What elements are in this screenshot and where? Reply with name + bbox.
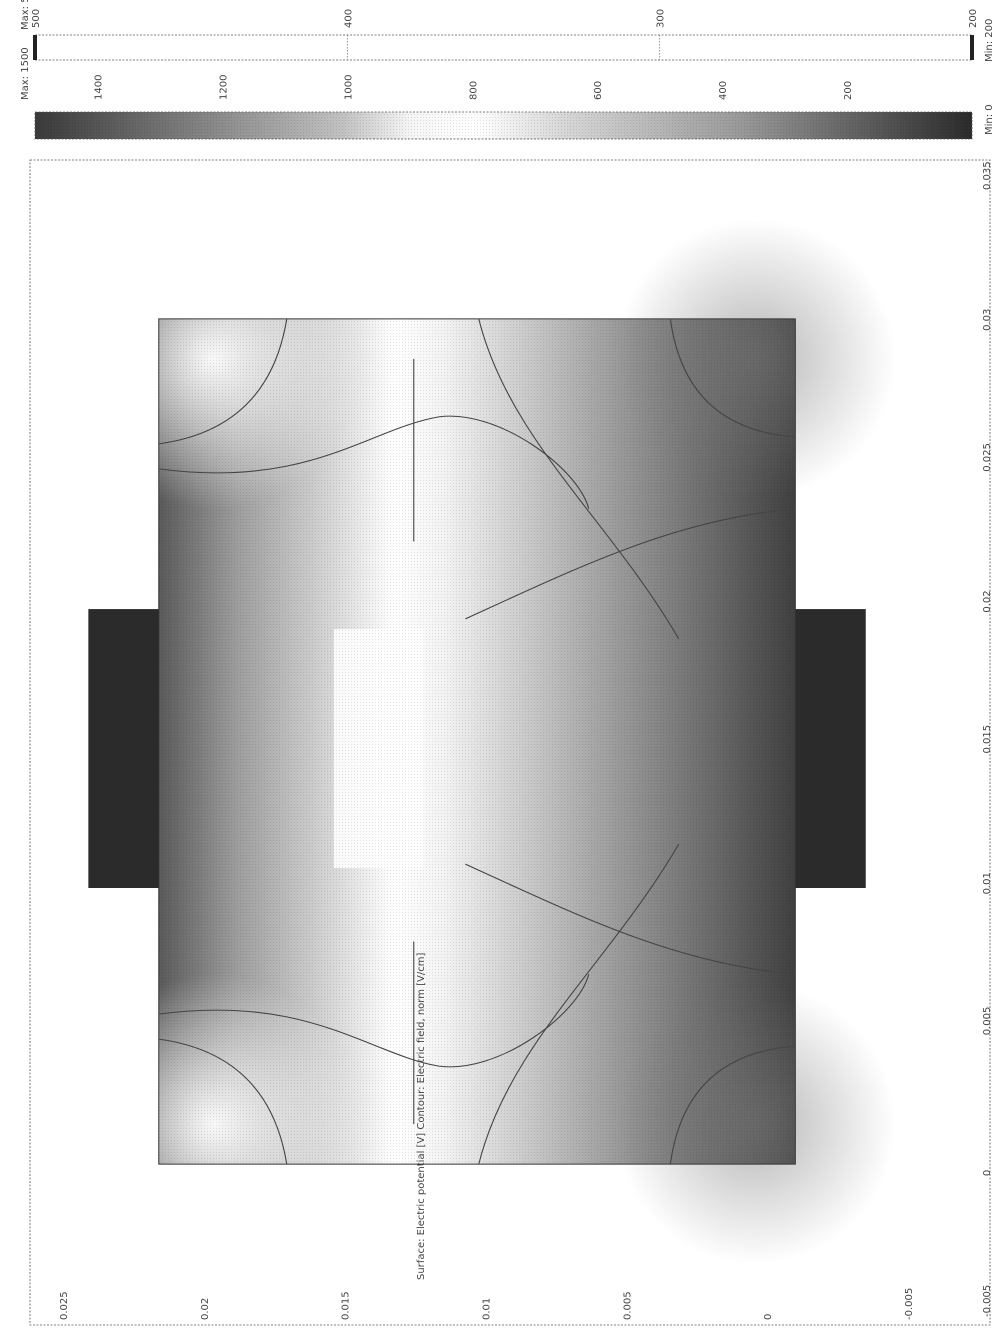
bottom-electrode [795, 609, 866, 889]
contour-wave-top [478, 318, 680, 640]
surface-colorbar: 1400 1200 1000 800 600 400 200 Max: 1500 Min: … [20, 47, 995, 140]
contour-colorbar-tick-label: 500 [31, 9, 42, 28]
contour-colorbar-max-label: Max: 500 [20, 0, 31, 30]
contour-colorbar-tick-label: 200 [968, 9, 979, 28]
contour-corner-bottom-left [158, 1038, 288, 1165]
contour-colorbar-min-label: Min: 200 [984, 19, 995, 62]
contour-colorbar-max-cap [33, 35, 37, 60]
y-tick-label: -0.005 [904, 1288, 915, 1320]
contour-colorbar-box [34, 34, 973, 61]
surface-colorbar-tick-label: 200 [843, 81, 854, 100]
field-surface [63, 208, 896, 1275]
top-electrode [88, 609, 159, 889]
surface-colorbar-tick-label: 1200 [218, 75, 229, 100]
contour-lines [158, 318, 796, 1165]
surface-colorbar-tick-label: 600 [593, 81, 604, 100]
x-tick-label: 0.03 [982, 309, 993, 331]
y-tick-label: 0.02 [200, 1298, 211, 1320]
x-tick-label: -0.005 [982, 1285, 993, 1317]
surface-colorbar-texture [35, 112, 972, 139]
contour-corner-top-right [669, 318, 796, 438]
surface-colorbar-min-label: Min: 0 [984, 104, 995, 135]
contour-colorbar-tick-label: 400 [343, 9, 354, 28]
field-outline [158, 318, 796, 1165]
surface-colorbar-tick-label: 400 [718, 81, 729, 100]
contour-arc-top [158, 415, 590, 510]
surface-colorbar-tick-label: 800 [468, 81, 479, 100]
x-tick-label: 0.035 [982, 161, 993, 190]
contour-corner-bottom-right [669, 1045, 796, 1165]
x-tick-label: 0.025 [982, 443, 993, 472]
y-tick-label: 0.01 [482, 1298, 493, 1320]
y-tick-label: 0.005 [622, 1291, 633, 1320]
contour-colorbar-tick-label: 300 [656, 9, 667, 28]
y-axis-ticks: -0.005 0 0.005 0.01 0.015 0.02 0.025 [59, 1288, 915, 1320]
y-tick-label: 0.015 [341, 1291, 352, 1320]
x-tick-label: 0.01 [982, 872, 993, 894]
contour-right-wave-top [465, 508, 796, 620]
x-tick-label: 0.02 [982, 590, 993, 612]
contour-corner-top-left [158, 318, 288, 445]
x-axis-ticks: -0.005 0 0.005 0.01 0.015 0.02 0.025 0.03 0.035 [982, 161, 993, 1317]
x-tick-label: 0.015 [982, 725, 993, 754]
contour-right-wave-bottom [465, 863, 796, 975]
contour-colorbar: 500 400 300 200 Max: 500 Min: 200 [20, 0, 995, 62]
surface-colorbar-tick-label: 1000 [343, 75, 354, 100]
y-tick-label: 0 [763, 1314, 774, 1320]
field-texture [158, 318, 796, 1165]
contour-wave-bottom [478, 843, 680, 1165]
y-tick-label: 0.025 [59, 1291, 70, 1320]
surface-colorbar-tick-label: 1400 [93, 75, 104, 100]
chart-title: Surface: Electric potential [V] Contour:… [416, 953, 427, 1280]
surface-colorbar-max-label: Max: 1500 [20, 47, 31, 100]
contour-arc-bottom [158, 973, 590, 1068]
x-tick-label: 0.005 [982, 1007, 993, 1036]
contour-colorbar-min-cap [970, 35, 974, 60]
x-tick-label: 0 [982, 1170, 993, 1176]
